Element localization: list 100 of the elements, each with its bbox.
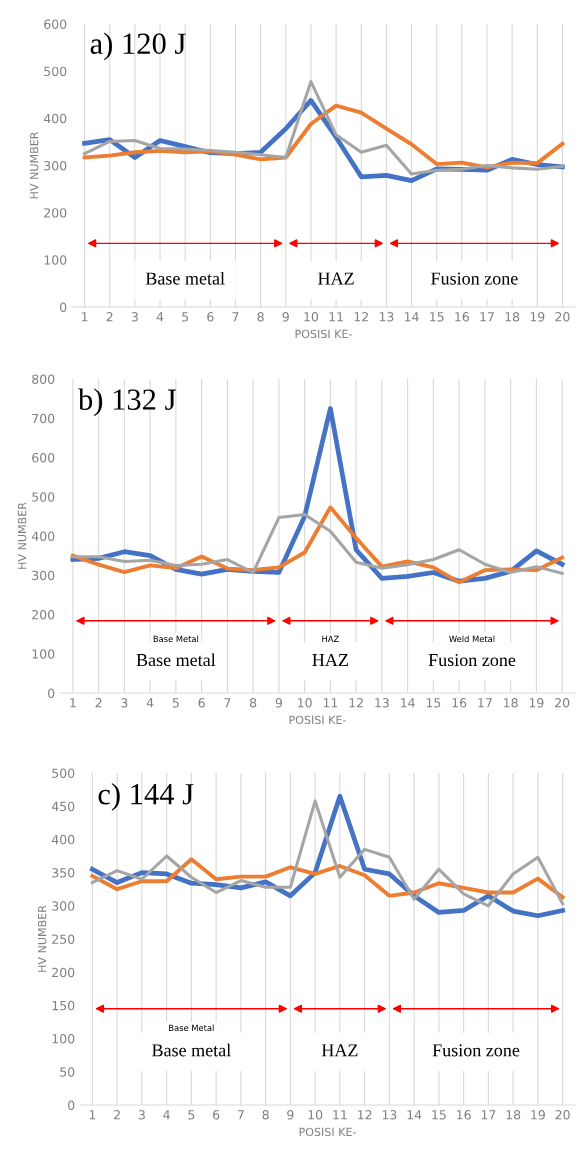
x-tick-label: 16 xyxy=(455,312,469,322)
x-tick-label: 14 xyxy=(401,698,415,708)
y-tick-label: 0 xyxy=(48,688,55,698)
y-tick-label: 500 xyxy=(52,768,75,778)
x-tick-label: 9 xyxy=(287,1110,294,1120)
y-tick-label: 500 xyxy=(44,66,67,77)
x-tick-label: 2 xyxy=(106,312,113,322)
y-tick-label: 0 xyxy=(68,1100,75,1110)
x-tick-label: 17 xyxy=(478,698,492,708)
x-tick-label: 13 xyxy=(379,312,394,322)
annotation: Base Metal xyxy=(169,1024,214,1032)
annotation: Base Metal xyxy=(153,635,199,643)
annotation: Fusion zone xyxy=(432,1044,520,1057)
annotation: Base metal xyxy=(145,271,225,285)
x-tick-label: 20 xyxy=(555,1110,570,1120)
x-tick-label: 1 xyxy=(70,698,76,708)
x-tick-label: 18 xyxy=(505,312,520,322)
x-tick-label: 4 xyxy=(146,698,154,708)
x-tick-label: 5 xyxy=(188,1110,195,1120)
x-tick-label: 18 xyxy=(504,698,518,708)
y-tick-label: 0 xyxy=(60,302,67,312)
y-tick-label: 700 xyxy=(32,413,55,424)
x-tick-label: 12 xyxy=(349,698,363,708)
y-tick-label: 100 xyxy=(32,649,55,659)
annotation: Base metal xyxy=(152,1043,231,1057)
x-tick-label: 3 xyxy=(131,312,138,322)
x-tick-label: 10 xyxy=(308,1110,323,1120)
x-tick-label: 18 xyxy=(506,1110,521,1120)
y-tick-label: 600 xyxy=(32,452,55,463)
x-tick-label: 3 xyxy=(121,698,128,708)
x-tick-label: 15 xyxy=(426,698,441,708)
y-tick-label: 450 xyxy=(51,801,75,812)
x-tick-label: 4 xyxy=(163,1110,170,1120)
y-tick-label: 50 xyxy=(60,1067,75,1077)
line-series xyxy=(71,512,564,575)
x-tick-label: 4 xyxy=(156,312,164,322)
chart-title: b) 132 J xyxy=(78,388,176,417)
x-tick-label: 7 xyxy=(237,1110,244,1120)
x-tick-label: 11 xyxy=(333,1110,347,1120)
x-tick-label: 9 xyxy=(275,698,282,708)
y-axis-title: HV NUMBER xyxy=(30,131,39,199)
y-tick-label: 200 xyxy=(32,609,55,620)
y-tick-label: 350 xyxy=(52,868,75,878)
y-tick-label: 100 xyxy=(52,1034,75,1044)
y-tick-label: 100 xyxy=(44,255,67,265)
x-tick-label: 19 xyxy=(530,312,545,322)
y-tick-label: 400 xyxy=(31,531,55,541)
x-tick-label: 2 xyxy=(95,698,102,708)
annotation: HAZ xyxy=(312,654,348,666)
x-tick-label: 5 xyxy=(172,698,179,708)
x-tick-label: 14 xyxy=(404,312,419,322)
x-tick-label: 1 xyxy=(89,1110,96,1120)
x-tick-label: 11 xyxy=(323,698,338,708)
x-axis-title: POSISI KE- xyxy=(299,1127,356,1137)
annotation: HAZ xyxy=(322,635,339,642)
y-tick-label: 200 xyxy=(44,208,67,218)
y-axis-title: HV NUMBER xyxy=(18,502,27,569)
x-axis-title: POSISI KE- xyxy=(295,329,352,339)
x-tick-label: 6 xyxy=(207,312,214,322)
x-tick-label: 7 xyxy=(232,312,239,322)
x-tick-label: 5 xyxy=(182,312,189,322)
y-tick-label: 150 xyxy=(52,1000,75,1011)
x-tick-label: 19 xyxy=(531,1110,545,1120)
x-tick-label: 10 xyxy=(298,698,312,708)
x-tick-label: 8 xyxy=(257,312,264,322)
x-axis-title: POSISI KE- xyxy=(289,715,346,725)
y-tick-label: 800 xyxy=(32,374,55,384)
x-tick-label: 8 xyxy=(250,698,257,708)
y-axis-title: HV NUMBER xyxy=(38,905,47,972)
annotation: Fusion zone xyxy=(431,272,518,285)
x-tick-label: 13 xyxy=(382,1110,397,1120)
y-tick-label: 400 xyxy=(51,834,75,845)
x-tick-label: 14 xyxy=(407,1110,422,1120)
x-tick-label: 11 xyxy=(329,312,343,322)
x-tick-label: 15 xyxy=(432,1110,446,1120)
y-tick-label: 250 xyxy=(52,934,75,944)
x-tick-label: 17 xyxy=(481,1110,496,1120)
x-tick-label: 12 xyxy=(354,312,368,322)
x-tick-label: 6 xyxy=(198,698,205,708)
x-tick-label: 16 xyxy=(457,1110,471,1120)
x-tick-label: 6 xyxy=(213,1110,220,1120)
x-tick-label: 8 xyxy=(262,1110,269,1120)
line-series xyxy=(83,80,564,176)
y-tick-label: 300 xyxy=(44,160,67,171)
x-tick-label: 13 xyxy=(375,698,389,708)
x-tick-label: 2 xyxy=(114,1110,120,1120)
x-tick-label: 9 xyxy=(282,312,289,322)
x-tick-label: 20 xyxy=(555,312,570,322)
y-tick-label: 200 xyxy=(52,967,75,978)
y-tick-label: 300 xyxy=(32,570,55,581)
x-tick-label: 10 xyxy=(304,312,319,322)
y-tick-label: 400 xyxy=(43,113,67,124)
y-tick-label: 500 xyxy=(32,492,55,502)
line-series xyxy=(90,857,565,900)
y-tick-label: 600 xyxy=(44,19,67,29)
x-tick-label: 1 xyxy=(81,312,88,322)
annotation: Weld Metal xyxy=(449,635,495,643)
y-tick-label: 300 xyxy=(52,901,75,911)
annotation: HAZ xyxy=(321,1044,358,1057)
annotation: Fusion zone xyxy=(428,653,516,667)
